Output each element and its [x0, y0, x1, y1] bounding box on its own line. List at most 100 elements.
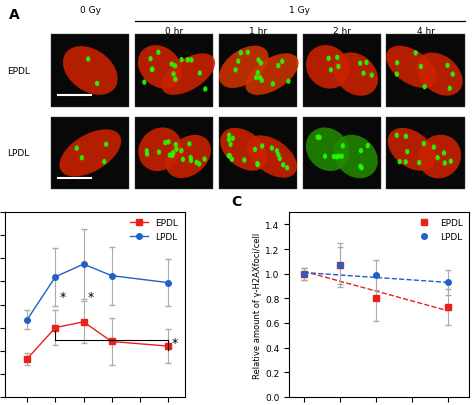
Text: A: A [9, 8, 20, 22]
Ellipse shape [260, 79, 264, 84]
Ellipse shape [150, 67, 155, 73]
Ellipse shape [270, 146, 274, 151]
Ellipse shape [442, 151, 446, 156]
Ellipse shape [398, 160, 402, 165]
Ellipse shape [238, 51, 243, 56]
Ellipse shape [142, 80, 146, 86]
Ellipse shape [419, 64, 423, 70]
Text: EPDL: EPDL [7, 67, 30, 76]
Ellipse shape [281, 163, 285, 168]
Ellipse shape [170, 153, 174, 159]
FancyBboxPatch shape [51, 35, 129, 108]
Ellipse shape [446, 64, 450, 69]
Ellipse shape [194, 160, 199, 166]
Ellipse shape [227, 133, 231, 139]
Ellipse shape [306, 128, 349, 172]
Ellipse shape [150, 68, 154, 73]
Ellipse shape [168, 153, 172, 158]
Ellipse shape [278, 156, 282, 162]
Ellipse shape [334, 53, 378, 96]
Ellipse shape [148, 57, 153, 62]
Ellipse shape [417, 160, 421, 166]
Ellipse shape [334, 135, 378, 179]
Ellipse shape [359, 149, 363, 154]
Ellipse shape [329, 68, 333, 73]
Ellipse shape [306, 46, 349, 90]
Ellipse shape [361, 71, 365, 77]
FancyBboxPatch shape [302, 117, 381, 190]
Ellipse shape [275, 149, 279, 154]
Ellipse shape [59, 130, 121, 177]
Ellipse shape [219, 47, 269, 89]
Ellipse shape [255, 71, 260, 76]
FancyBboxPatch shape [135, 117, 213, 190]
Ellipse shape [256, 58, 261, 64]
Ellipse shape [197, 162, 201, 167]
Ellipse shape [418, 135, 461, 179]
Ellipse shape [173, 64, 177, 69]
Ellipse shape [254, 76, 258, 81]
Ellipse shape [74, 146, 79, 151]
Ellipse shape [443, 161, 447, 166]
Ellipse shape [180, 58, 184, 63]
Ellipse shape [246, 54, 299, 96]
Ellipse shape [337, 154, 341, 160]
Text: 0 Gy: 0 Gy [80, 6, 101, 15]
Ellipse shape [253, 147, 257, 153]
Text: 0 hr: 0 hr [165, 27, 183, 36]
Ellipse shape [449, 159, 453, 164]
Ellipse shape [280, 60, 284, 65]
Ellipse shape [145, 149, 149, 154]
Text: LPDL: LPDL [7, 149, 29, 158]
Ellipse shape [179, 149, 183, 154]
Ellipse shape [339, 154, 344, 160]
Ellipse shape [80, 156, 84, 161]
Ellipse shape [138, 46, 182, 90]
Ellipse shape [230, 157, 234, 163]
Ellipse shape [447, 86, 452, 92]
Text: 4 hr: 4 hr [417, 27, 435, 36]
Ellipse shape [336, 65, 340, 70]
Ellipse shape [220, 128, 267, 171]
FancyBboxPatch shape [386, 117, 465, 190]
Ellipse shape [386, 47, 437, 89]
Text: 2 hr: 2 hr [333, 27, 351, 36]
Ellipse shape [394, 133, 399, 139]
Ellipse shape [63, 47, 118, 96]
Ellipse shape [403, 160, 408, 165]
Ellipse shape [227, 137, 231, 143]
Ellipse shape [202, 157, 207, 162]
Ellipse shape [276, 64, 281, 69]
Ellipse shape [395, 72, 399, 78]
Ellipse shape [203, 87, 208, 92]
Ellipse shape [316, 135, 320, 141]
Ellipse shape [404, 134, 408, 140]
Ellipse shape [417, 53, 463, 96]
Text: *: * [172, 337, 178, 350]
Ellipse shape [327, 57, 331, 62]
Text: 1 Gy: 1 Gy [289, 6, 310, 15]
Ellipse shape [171, 151, 175, 156]
Ellipse shape [432, 145, 436, 151]
Ellipse shape [157, 150, 161, 156]
Ellipse shape [172, 72, 176, 77]
Ellipse shape [255, 162, 260, 168]
Ellipse shape [189, 156, 193, 161]
Ellipse shape [161, 54, 215, 96]
Ellipse shape [286, 79, 291, 85]
Ellipse shape [173, 77, 177, 83]
Ellipse shape [247, 136, 297, 178]
Ellipse shape [231, 136, 235, 142]
Ellipse shape [227, 153, 231, 159]
Ellipse shape [198, 71, 202, 77]
Ellipse shape [258, 76, 262, 81]
Ellipse shape [388, 128, 435, 171]
Ellipse shape [174, 147, 179, 152]
Ellipse shape [450, 72, 455, 78]
Ellipse shape [271, 82, 275, 87]
FancyBboxPatch shape [135, 35, 213, 108]
Ellipse shape [95, 81, 99, 87]
FancyBboxPatch shape [219, 117, 297, 190]
Ellipse shape [413, 51, 418, 57]
FancyBboxPatch shape [386, 35, 465, 108]
